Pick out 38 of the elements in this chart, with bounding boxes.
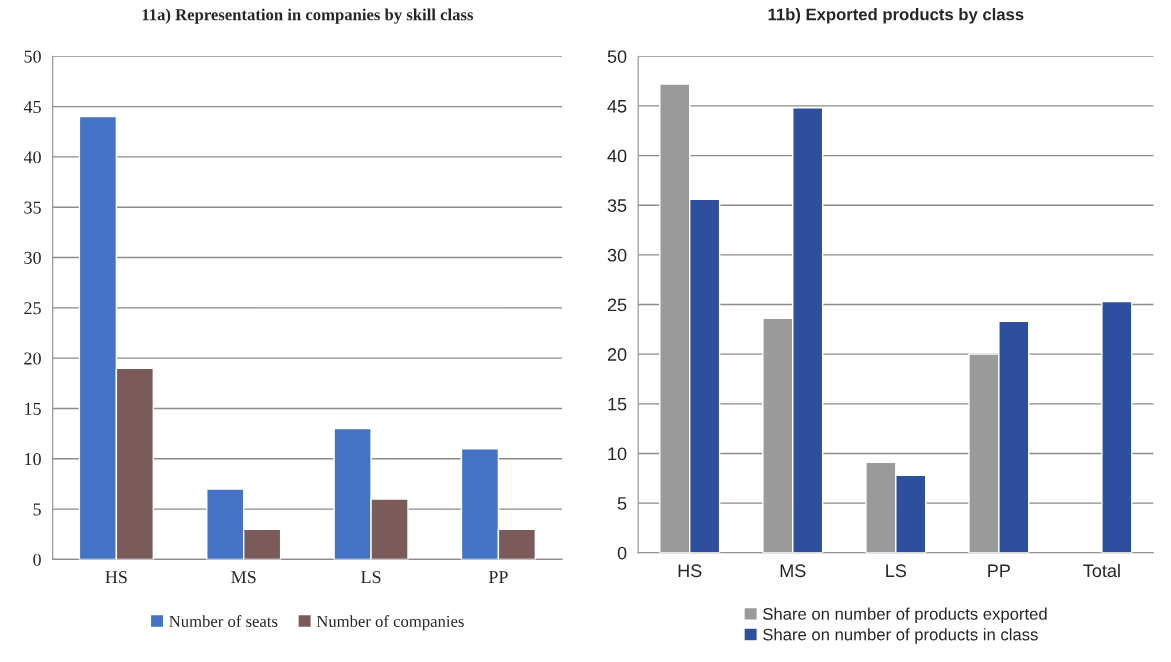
legend-label: Share on number of products exported [763, 607, 1047, 624]
x-tick-label: LS [361, 571, 381, 584]
y-tick-label: 15 [608, 397, 627, 411]
legend-label: Share on number of products in class [763, 628, 1038, 644]
y-tick-label: 40 [607, 149, 627, 163]
y-tick-label: 10 [608, 447, 627, 461]
x-tick-label: MS [780, 564, 806, 578]
legend-label: Number of seats [169, 615, 278, 627]
y-tick-label: 50 [24, 50, 41, 63]
y-tick-label: 20 [24, 352, 41, 365]
y-tick-label: 30 [607, 248, 627, 262]
y-tick-label: 25 [24, 302, 41, 315]
y-tick-label: 10 [25, 453, 41, 466]
y-tick-label: 5 [617, 497, 627, 510]
chart-title: 11a) Representation in companies by skill class [142, 8, 474, 24]
y-tick-label: 40 [23, 151, 41, 164]
y-tick-label: 25 [607, 298, 627, 312]
x-tick-label: LS [886, 564, 907, 578]
chart-title: 11b) Exported products by class [768, 8, 1024, 24]
y-tick-label: 30 [24, 251, 41, 264]
y-tick-label: 45 [607, 100, 627, 113]
x-tick-label: PP [488, 571, 508, 584]
y-tick-label: 15 [25, 402, 41, 415]
y-tick-label: 45 [23, 100, 41, 114]
legend-label: Number of companies [316, 615, 464, 631]
y-tick-label: 0 [617, 546, 627, 560]
y-tick-label: 50 [607, 50, 627, 63]
y-tick-label: 5 [33, 503, 41, 516]
x-tick-label: Total [1083, 563, 1120, 578]
y-tick-label: 0 [33, 553, 41, 566]
y-tick-label: 20 [607, 348, 627, 361]
y-tick-label: 35 [24, 201, 41, 214]
bar [1101, 300, 1133, 553]
y-tick-label: 35 [607, 199, 627, 212]
x-tick-label: HS [678, 564, 702, 578]
x-tick-label: PP [988, 564, 1010, 577]
x-tick-label: MS [231, 571, 256, 584]
x-tick-label: HS [105, 571, 127, 584]
